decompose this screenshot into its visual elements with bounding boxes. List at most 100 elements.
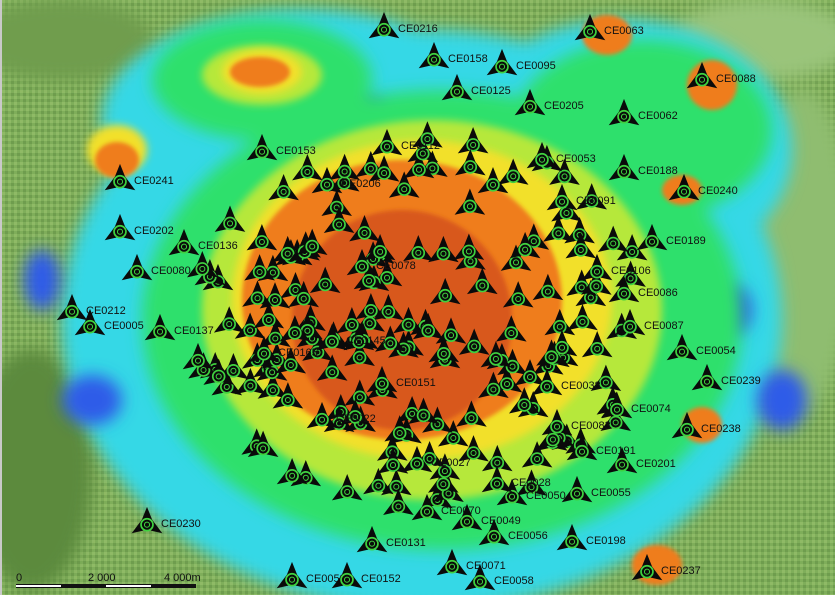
emitter-marker[interactable]: CE0188 bbox=[607, 153, 678, 182]
emitter-marker-label: CE0153 bbox=[276, 145, 316, 157]
emitter-marker[interactable]: CE0059 bbox=[275, 561, 346, 590]
emitter-marker[interactable]: CE0152 bbox=[330, 561, 401, 590]
scale-label-0: 0 bbox=[16, 572, 22, 584]
emitter-marker[interactable]: CE0239 bbox=[690, 363, 761, 392]
emitter-marker-label: CE0145 bbox=[346, 335, 386, 347]
emitter-marker-label: CE0202 bbox=[134, 225, 174, 237]
emitter-marker-label: CE0201 bbox=[636, 458, 676, 470]
emitter-marker[interactable]: CE0241 bbox=[103, 163, 174, 192]
emitter-marker-label: CE0055 bbox=[591, 487, 631, 499]
emitter-marker[interactable]: CE0136 bbox=[167, 228, 238, 257]
emitter-marker[interactable]: CE0049 bbox=[450, 503, 521, 532]
emitter-marker[interactable]: CE0212 bbox=[55, 293, 126, 322]
emitter-marker[interactable]: CE0131 bbox=[355, 525, 426, 554]
emitter-marker[interactable]: CE0087 bbox=[613, 308, 684, 337]
emitter-marker-label: CE0205 bbox=[544, 100, 584, 112]
emitter-marker-label: CE0136 bbox=[198, 240, 238, 252]
emitter-marker-label: CE0158 bbox=[448, 53, 488, 65]
emitter-marker[interactable]: CE0125 bbox=[440, 73, 511, 102]
emitter-marker[interactable]: CE0078 bbox=[345, 248, 416, 277]
emitter-marker[interactable]: CE0095 bbox=[485, 48, 556, 77]
emitter-marker[interactable]: CE0053 bbox=[525, 141, 596, 170]
emitter-marker-label: CE0049 bbox=[481, 515, 521, 527]
emitter-marker[interactable]: CE0071 bbox=[435, 548, 506, 577]
emitter-marker-label: CE0070 bbox=[441, 505, 481, 517]
emitter-marker[interactable]: CE0151 bbox=[365, 365, 436, 394]
emitter-marker-label: CE0059 bbox=[306, 573, 346, 585]
emitter-marker-label: CE0237 bbox=[661, 565, 701, 577]
emitter-marker[interactable]: CE0063 bbox=[573, 13, 644, 42]
emitter-marker-label: CE0078 bbox=[376, 260, 416, 272]
emitter-marker[interactable]: CE0054 bbox=[665, 333, 736, 362]
emitter-marker[interactable]: CE0058 bbox=[463, 563, 534, 592]
emitter-marker-label: CE0027 bbox=[431, 457, 471, 469]
emitter-marker-label: CE0091 bbox=[576, 195, 616, 207]
emitter-marker[interactable]: CE0202 bbox=[103, 213, 174, 242]
emitter-marker-label: CE0198 bbox=[586, 535, 626, 547]
emitter-marker[interactable]: CE0027 bbox=[400, 445, 471, 474]
emitter-marker[interactable]: CE0158 bbox=[417, 41, 488, 70]
emitter-marker[interactable]: CE0028 bbox=[480, 465, 551, 494]
emitter-marker[interactable]: CE0083 bbox=[540, 408, 611, 437]
emitter-marker[interactable]: CE0205 bbox=[513, 88, 584, 117]
emitter-marker[interactable]: CE0074 bbox=[600, 391, 671, 420]
emitter-marker-label: CE0005 bbox=[104, 320, 144, 332]
emitter-marker-label: CE0053 bbox=[556, 153, 596, 165]
emitter-marker-label: CE0137 bbox=[174, 325, 214, 337]
emitter-marker-label: CE0088 bbox=[716, 73, 756, 85]
emitter-marker[interactable]: CE0112 bbox=[370, 128, 440, 157]
emitter-marker[interactable]: CE0165 bbox=[247, 335, 318, 364]
emitter-marker[interactable]: CE0153 bbox=[245, 133, 316, 162]
emitter-marker-label: CE0206 bbox=[341, 178, 381, 190]
emitter-marker-label: CE0056 bbox=[508, 530, 548, 542]
emitter-marker[interactable]: CE0145 bbox=[315, 323, 386, 352]
emitter-marker-label: CE0038 bbox=[561, 380, 601, 392]
emitter-marker[interactable]: CE0091 bbox=[545, 183, 616, 212]
emitter-marker-label: CE0106 bbox=[611, 265, 651, 277]
emitter-marker[interactable]: CE0106 bbox=[580, 253, 651, 282]
emitter-marker-label: CE0071 bbox=[466, 560, 506, 572]
emitter-marker[interactable]: CE0080 bbox=[120, 253, 191, 282]
emitter-marker-label: CE0189 bbox=[666, 235, 706, 247]
emitter-marker-label: CE0086 bbox=[638, 287, 678, 299]
markers-layer: CE0063 CE0088 CE0158 CE0095 CE0205 CE0062 CE01… bbox=[55, 11, 761, 592]
emitter-marker[interactable]: CE0201 bbox=[605, 446, 676, 475]
plume-core bbox=[292, 210, 512, 430]
emitter-marker[interactable]: CE0022 bbox=[305, 401, 376, 430]
emitter-marker-label: CE0062 bbox=[638, 110, 678, 122]
emitter-marker-label: CE0151 bbox=[396, 377, 436, 389]
emitter-marker[interactable]: CE0086 bbox=[607, 275, 678, 304]
emitter-marker-label: CE0241 bbox=[134, 175, 174, 187]
emitter-marker-label: CE0216 bbox=[398, 23, 438, 35]
emitter-marker[interactable]: CE0240 bbox=[667, 173, 738, 202]
scale-label-2000: 2 000 bbox=[88, 572, 116, 584]
emitter-marker[interactable]: CE0206 bbox=[310, 166, 381, 195]
emitter-marker-label: CE0080 bbox=[151, 265, 191, 277]
emitter-marker-label: CE0131 bbox=[386, 537, 426, 549]
emitter-marker-label: CE0050 bbox=[526, 490, 566, 502]
emitter-marker-label: CE0230 bbox=[161, 518, 201, 530]
emitter-marker[interactable]: CE0237 bbox=[630, 553, 701, 582]
emitter-marker[interactable]: CE0230 bbox=[130, 506, 201, 535]
emitter-marker-label: CE0165 bbox=[278, 347, 318, 359]
emitter-marker[interactable]: CE0055 bbox=[560, 475, 631, 504]
emitter-marker-label: CE0083 bbox=[571, 420, 611, 432]
emitter-marker[interactable]: CE0216 bbox=[367, 11, 438, 40]
emitter-marker-label: CE0239 bbox=[721, 375, 761, 387]
emitter-marker-label: CE0087 bbox=[644, 320, 684, 332]
emitter-marker[interactable]: CE0062 bbox=[607, 98, 678, 127]
emitter-marker[interactable]: CE0189 bbox=[635, 223, 706, 252]
emitter-marker-label: CE0058 bbox=[494, 575, 534, 587]
emitter-marker[interactable]: CE0198 bbox=[555, 523, 626, 552]
emitter-marker-label: CE0063 bbox=[604, 25, 644, 37]
emitter-marker[interactable]: CE0137 bbox=[143, 313, 214, 342]
emitter-marker[interactable]: CE0191 bbox=[565, 433, 636, 462]
emitter-marker[interactable]: CE0038 bbox=[530, 368, 601, 397]
emitter-marker-label: CE0054 bbox=[696, 345, 736, 357]
emitter-marker[interactable]: CE0238 bbox=[670, 411, 741, 440]
emitter-marker[interactable]: CE0050 bbox=[495, 478, 566, 507]
emitter-marker[interactable]: CE0056 bbox=[477, 518, 548, 547]
emitter-marker[interactable]: CE0005 bbox=[73, 308, 144, 337]
emitter-marker[interactable]: CE0088 bbox=[685, 61, 756, 90]
